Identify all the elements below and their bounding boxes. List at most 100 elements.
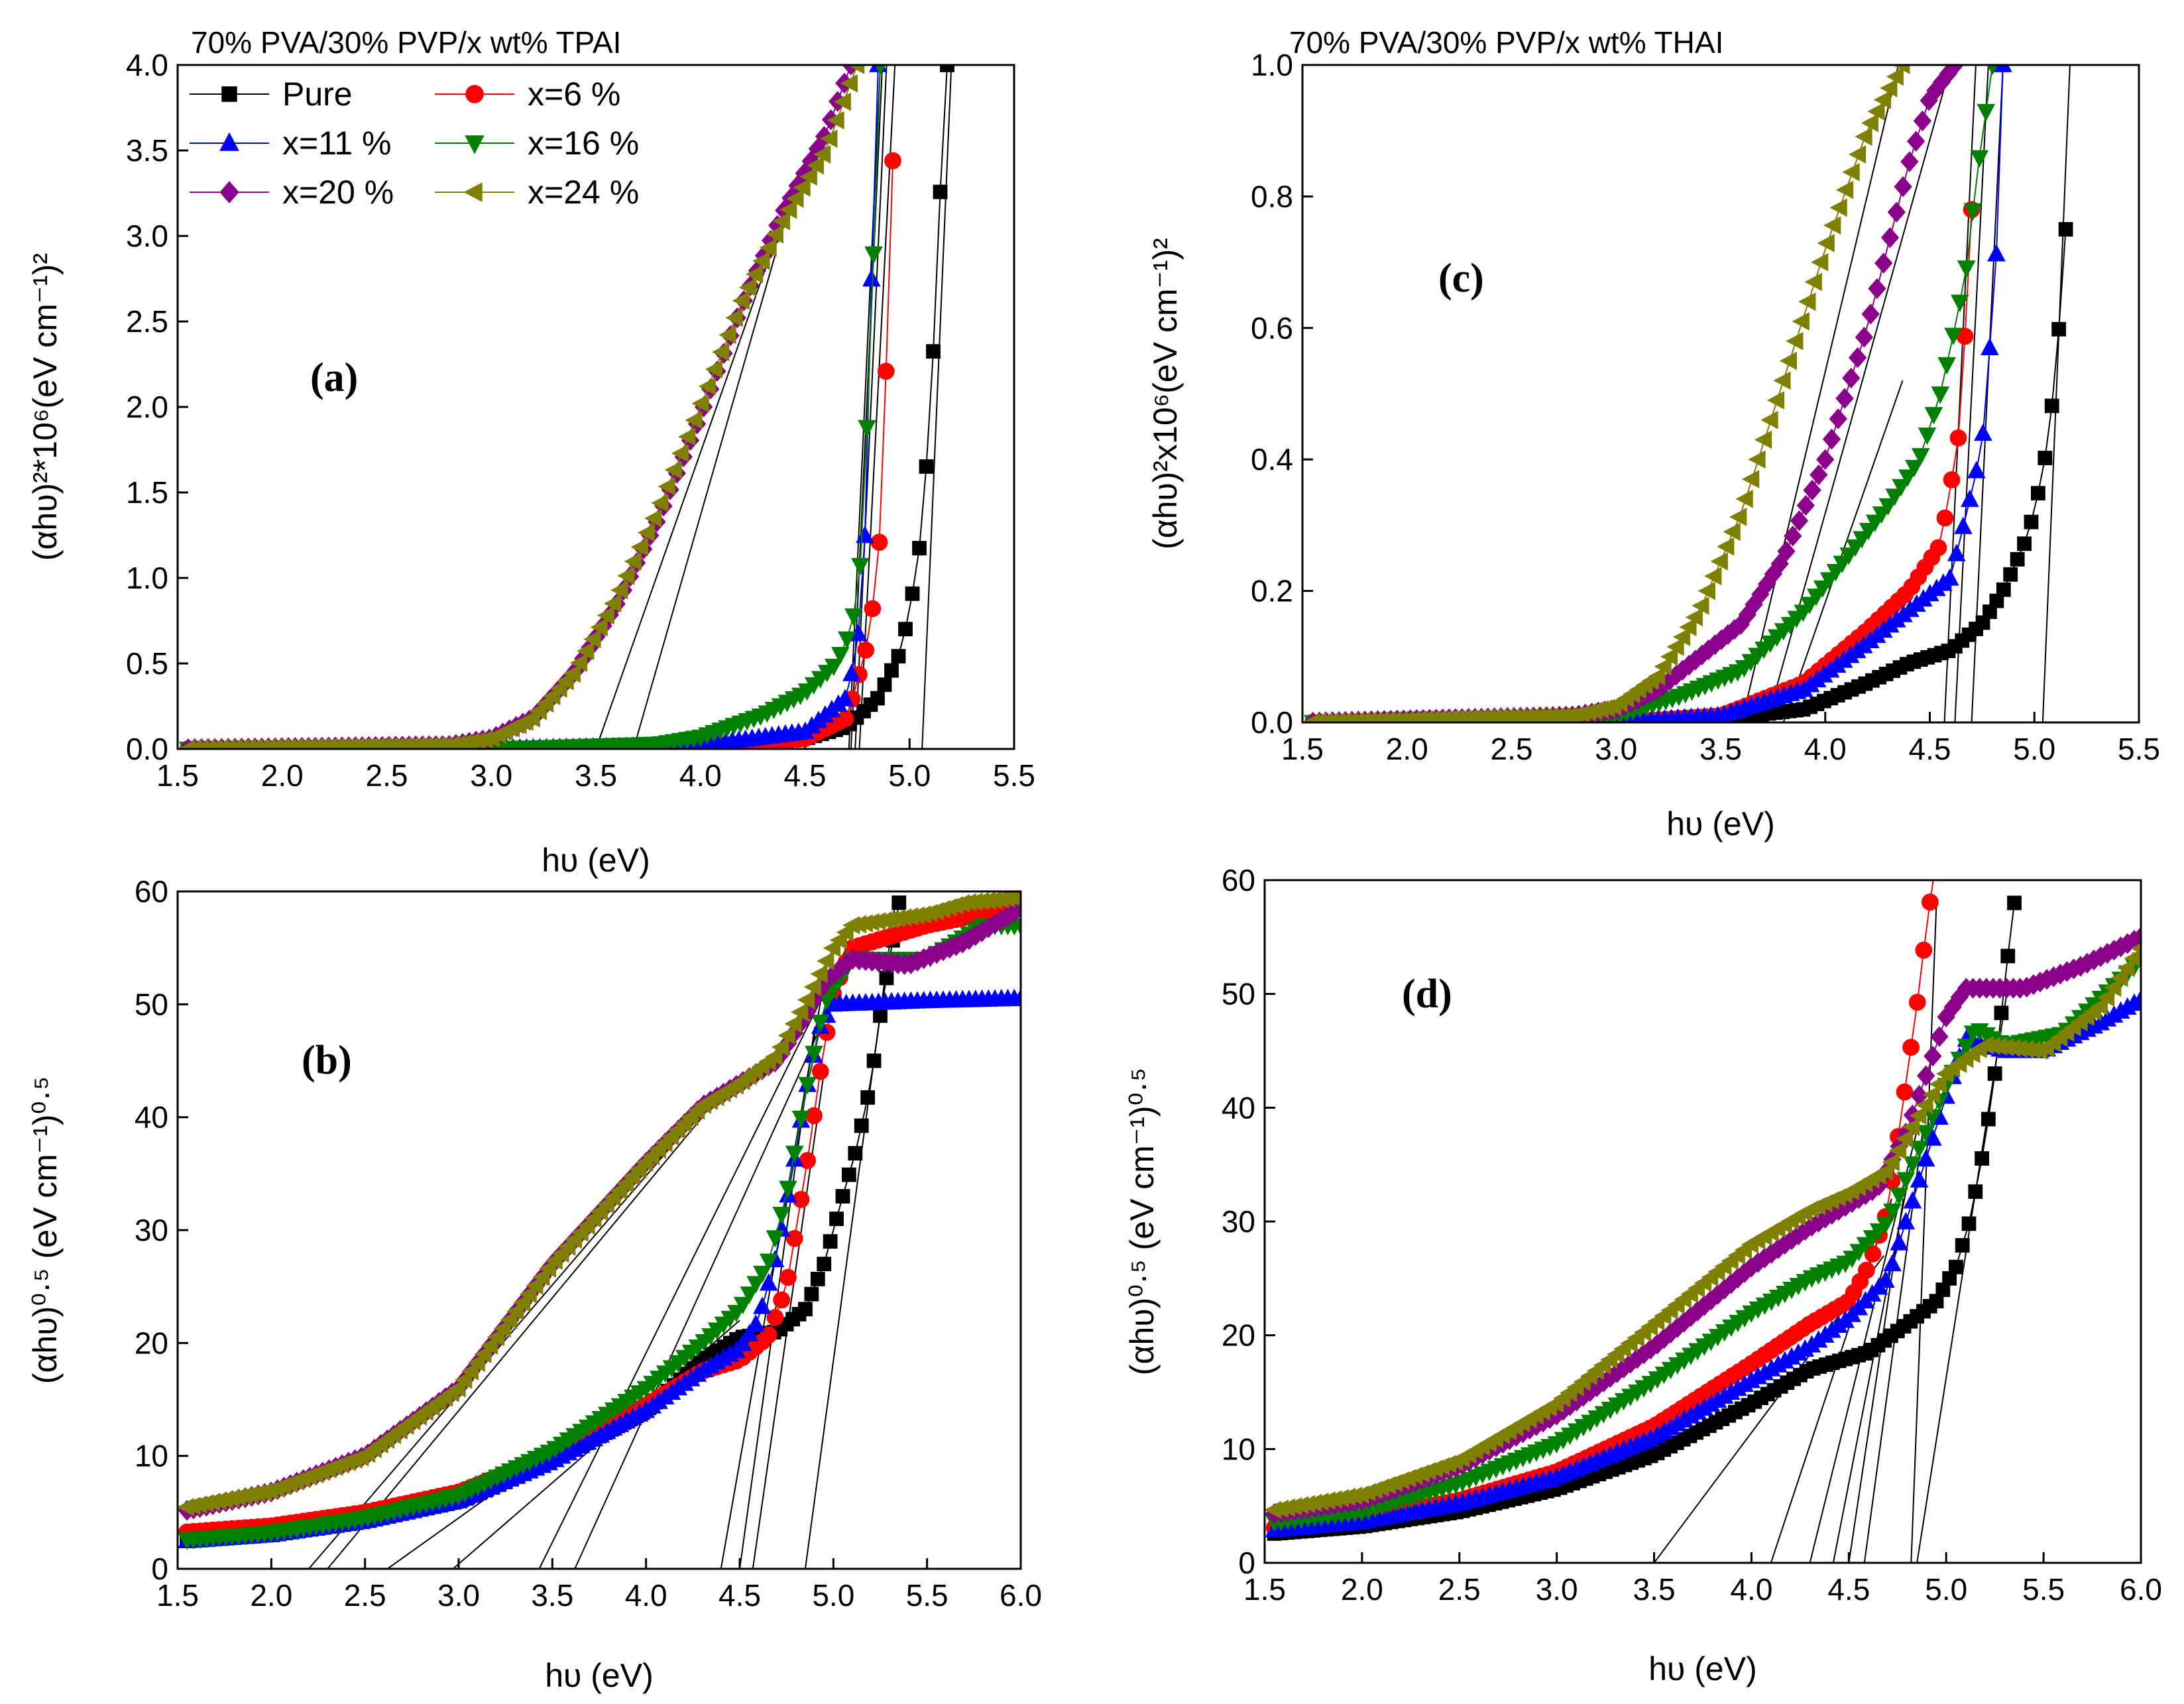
data-point-b-Pure: [835, 1189, 850, 1204]
panel-b: (b) hυ (eV) (αhυ)⁰·⁵ (eV cm⁻¹)⁰·⁵ 1.5 2.0…: [27, 874, 1042, 1694]
data-point-b-x=11: [740, 1324, 759, 1341]
panel-b-ytick-label: 40: [135, 1100, 168, 1135]
data-point-c-x=20: [1810, 464, 1828, 486]
data-point-b-x=16: [798, 1076, 817, 1095]
panel-d-ytick-label: 40: [1222, 1090, 1255, 1125]
panel-a-label: (a): [310, 355, 358, 400]
data-point-c-x=24: [1779, 351, 1798, 370]
data-point-c-x=16: [1931, 386, 1950, 404]
data-point-c-x=16: [1918, 427, 1937, 445]
series-line-a-x=20: [188, 65, 852, 749]
panel-d-xtick-label: 5.0: [1925, 1572, 1967, 1607]
panel-c-ytick-label: 0.8: [1251, 179, 1293, 213]
data-point-c-x=16: [1878, 498, 1898, 516]
data-point-c-x=20: [1842, 367, 1861, 389]
data-point-c-x=24: [1741, 470, 1760, 488]
data-point-a-x=24: [597, 606, 614, 625]
data-point-a-Pure: [933, 184, 948, 199]
panel-a-fit-lines: [595, 65, 952, 749]
panel-a-frame: [176, 64, 1015, 750]
data-point-a-Pure: [898, 622, 913, 637]
data-point-a-Pure: [877, 677, 892, 692]
panel-d-fit-line: [1910, 903, 1937, 1563]
legend-marker-x=20: [219, 181, 239, 203]
panel-d-ytick-label: 0: [1238, 1546, 1255, 1580]
data-point-c-x=20: [1848, 347, 1867, 369]
data-point-c-Pure: [2017, 536, 2032, 551]
data-point-b-Pure: [817, 1257, 832, 1271]
legend-label-x=20: x=20 %: [282, 174, 394, 211]
data-point-a-x=24: [847, 65, 865, 74]
data-point-c-x=20: [1945, 65, 1965, 76]
legend-marker-Pure: [221, 86, 237, 102]
panel-b-ytick-label: 60: [135, 874, 168, 909]
data-point-c-x=24: [1723, 522, 1741, 541]
data-point-a-x=24: [698, 377, 716, 396]
data-point-a-x=16: [844, 608, 863, 626]
data-point-c-x=11: [1961, 489, 1979, 507]
data-point-c-x=24: [1660, 647, 1678, 666]
data-point-b-x=16: [791, 1110, 811, 1129]
series-line-b-Pure: [187, 902, 900, 1541]
data-point-d-x=11: [1883, 1253, 1902, 1272]
data-point-c-x=24: [1766, 391, 1785, 410]
data-point-d-x=16: [1896, 1172, 1916, 1190]
panel-d-xtick-label: 4.5: [1827, 1572, 1870, 1607]
data-point-c-x=24: [1773, 371, 1791, 390]
data-point-a-x=24: [806, 156, 825, 175]
data-point-d-x=6: [1922, 893, 1939, 911]
data-point-c-x=16: [1924, 407, 1943, 425]
data-point-d-x=6: [1896, 1083, 1914, 1101]
data-point-b-Pure: [798, 1302, 813, 1317]
data-point-d-Pure: [1994, 1005, 2009, 1021]
data-point-a-x=24: [833, 92, 851, 111]
panel-c-xtick-label: 3.5: [1699, 732, 1742, 766]
data-point-d-x=11: [2132, 989, 2141, 1007]
data-point-a-x=24: [840, 74, 858, 93]
data-point-c-x=11: [1994, 65, 2012, 72]
data-point-c-x=24: [1672, 628, 1691, 646]
panel-c-xtick-label: 3.0: [1595, 732, 1637, 766]
panel-a-xtick-label: 1.5: [156, 758, 199, 793]
data-point-c-x=11: [1981, 337, 1999, 356]
panel-c-ytick-label: 0.6: [1251, 311, 1293, 345]
data-point-c-x=20: [1861, 304, 1880, 325]
data-point-a-Pure: [870, 691, 885, 706]
data-point-b-x=16: [811, 1014, 830, 1033]
data-point-c-x=24: [1835, 180, 1854, 199]
data-point-b-x=24: [777, 1026, 795, 1045]
data-point-b-x=16: [759, 1253, 778, 1271]
data-point-b-x=24: [455, 1371, 473, 1389]
data-point-b-Pure: [804, 1286, 819, 1302]
data-point-c-x=20: [1784, 525, 1802, 547]
data-point-c-x=20: [1900, 151, 1919, 172]
panel-d-ytick-label: 20: [1222, 1318, 1255, 1353]
data-point-b-x=11: [1011, 988, 1021, 1006]
series-line-a-x=6: [188, 160, 894, 749]
data-point-a-x=24: [766, 225, 783, 244]
panel-b-xtick-label: 6.0: [1000, 1578, 1042, 1613]
data-point-a-x=24: [664, 461, 682, 479]
panel-d-ytick-label: 60: [1222, 863, 1255, 897]
data-point-b-x=24: [791, 1003, 809, 1021]
panel-a-ytick-label: 0.5: [126, 646, 168, 681]
data-point-a-Pure: [926, 344, 941, 359]
data-point-a-x=24: [577, 642, 595, 661]
data-point-b-Pure: [860, 1090, 876, 1105]
data-point-b-x=16: [766, 1230, 785, 1248]
data-point-c-x=20: [1816, 449, 1835, 471]
panel-c-frame: [1301, 64, 2140, 724]
data-point-c-x=24: [1886, 67, 1904, 86]
data-point-c-x=24: [1798, 292, 1816, 311]
data-point-d-x=16: [1910, 1141, 1929, 1159]
data-point-c-x=24: [1811, 253, 1829, 272]
data-point-a-x=24: [786, 189, 804, 208]
panel-c-ylabel: (αhυ)²x10⁶(eV cm⁻¹)²: [1147, 238, 1184, 549]
data-point-d-x=24: [1909, 1106, 1927, 1125]
panel-c-tick-labels: 1.5 2.0 2.5 3.0 3.5 4.0 4.5 5.0 5.5 0.0 0.2 0.4 0.6 0…: [1251, 48, 2160, 766]
data-point-b-x=11: [733, 1334, 752, 1351]
data-point-c-x=16: [1937, 357, 1956, 375]
data-point-a-Pure: [940, 65, 954, 72]
data-point-d-x=6: [1928, 849, 1945, 866]
data-point-b-x=24: [817, 952, 834, 970]
